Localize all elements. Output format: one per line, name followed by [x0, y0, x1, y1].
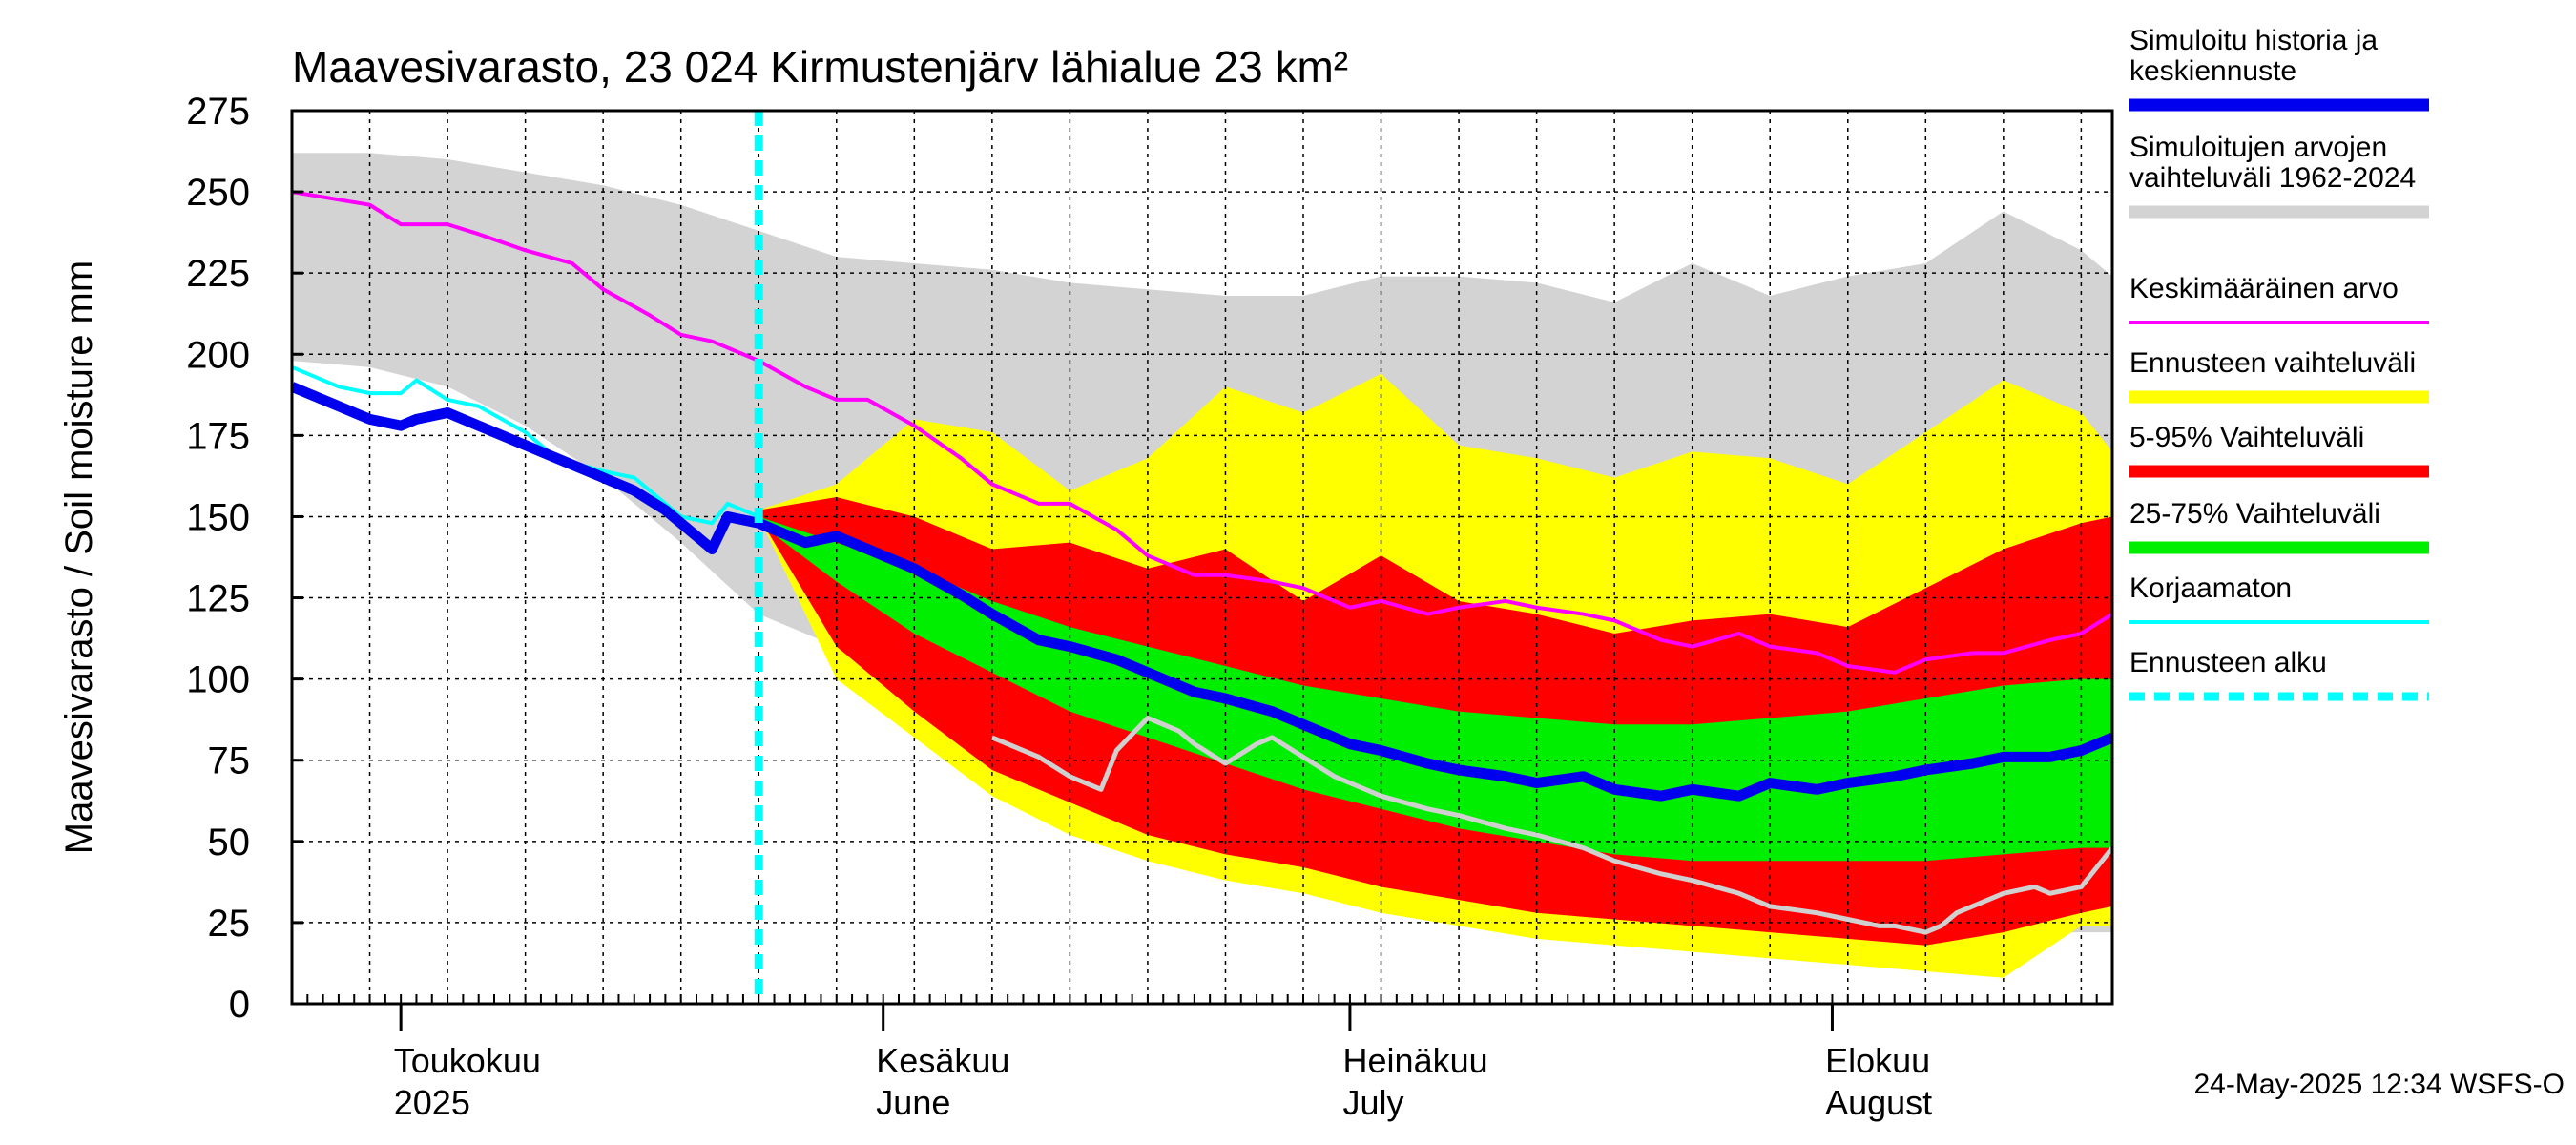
series-line-korjaamaton [292, 365, 760, 526]
y-tick-label: 0 [229, 984, 250, 1026]
y-tick-label: 100 [186, 659, 250, 701]
month-label-en: 2025 [394, 1083, 470, 1122]
legend-label: Ennusteen vaihteluväli [2129, 347, 2416, 379]
timestamp-footer: 24-May-2025 12:34 WSFS-O [2194, 1069, 2566, 1100]
series-line-simuloitu [292, 382, 2112, 802]
series-line-gray [990, 715, 2112, 935]
y-tick-label: 200 [186, 334, 250, 376]
chart-title: Maavesivarasto, 23 024 Kirmustenjärv läh… [292, 42, 1348, 92]
legend-label: 5-95% Vaihteluväli [2129, 422, 2364, 453]
month-label-en: August [1825, 1083, 1932, 1122]
legend-item: 25-75% Vaihteluväli [2129, 498, 2429, 554]
legend-label: Keskimääräinen arvo [2129, 273, 2399, 304]
y-tick-label: 25 [208, 903, 251, 945]
legend-item: Keskimääräinen arvo [2129, 273, 2429, 324]
legend-item: 5-95% Vaihteluväli [2129, 422, 2429, 478]
legend: Simuloitu historia ja keskiennuste Simuloi… [2129, 25, 2429, 701]
y-tick-label: 250 [186, 172, 250, 214]
legend-item: Ennusteen alku [2129, 647, 2429, 701]
plot-area: 0 25 50 75 100 125 150 175 200 225 250 275 Toukokuu2… [186, 91, 2114, 1122]
legend-label: Simuloitu historia ja keskiennuste [2129, 25, 2378, 87]
y-tick-label: 225 [186, 253, 250, 295]
band-3 [758, 516, 2112, 862]
legend-item: Simuloitujen arvojen vaihteluväli 1962-20… [2129, 132, 2429, 219]
y-tick-label: 50 [208, 822, 251, 864]
y-axis-label: Maavesivarasto / Soil moisture mm [58, 260, 100, 854]
legend-item: Simuloitu historia ja keskiennuste [2129, 25, 2429, 112]
month-label-en: July [1343, 1083, 1404, 1122]
y-tick-label: 175 [186, 415, 250, 457]
legend-item: Korjaamaton [2129, 572, 2429, 624]
month-label-fi: Elokuu [1825, 1041, 1930, 1080]
legend-item: Ennusteen vaihteluväli [2129, 347, 2429, 404]
month-label-fi: Toukokuu [394, 1041, 541, 1080]
legend-label: Simuloitujen arvojen vaihteluväli 1962-20… [2129, 132, 2416, 194]
y-tick-label: 150 [186, 496, 250, 538]
legend-label: 25-75% Vaihteluväli [2129, 498, 2380, 530]
y-tick-label: 75 [208, 740, 251, 782]
legend-label: Ennusteen alku [2129, 647, 2327, 678]
y-tick-label: 275 [186, 91, 250, 133]
y-tick-label: 125 [186, 578, 250, 620]
legend-label: Korjaamaton [2129, 572, 2292, 604]
month-label-fi: Heinäkuu [1343, 1041, 1488, 1080]
series-line-keskimääräinen [292, 190, 2112, 675]
month-label-fi: Kesäkuu [876, 1041, 1009, 1080]
month-label-en: June [876, 1083, 950, 1122]
